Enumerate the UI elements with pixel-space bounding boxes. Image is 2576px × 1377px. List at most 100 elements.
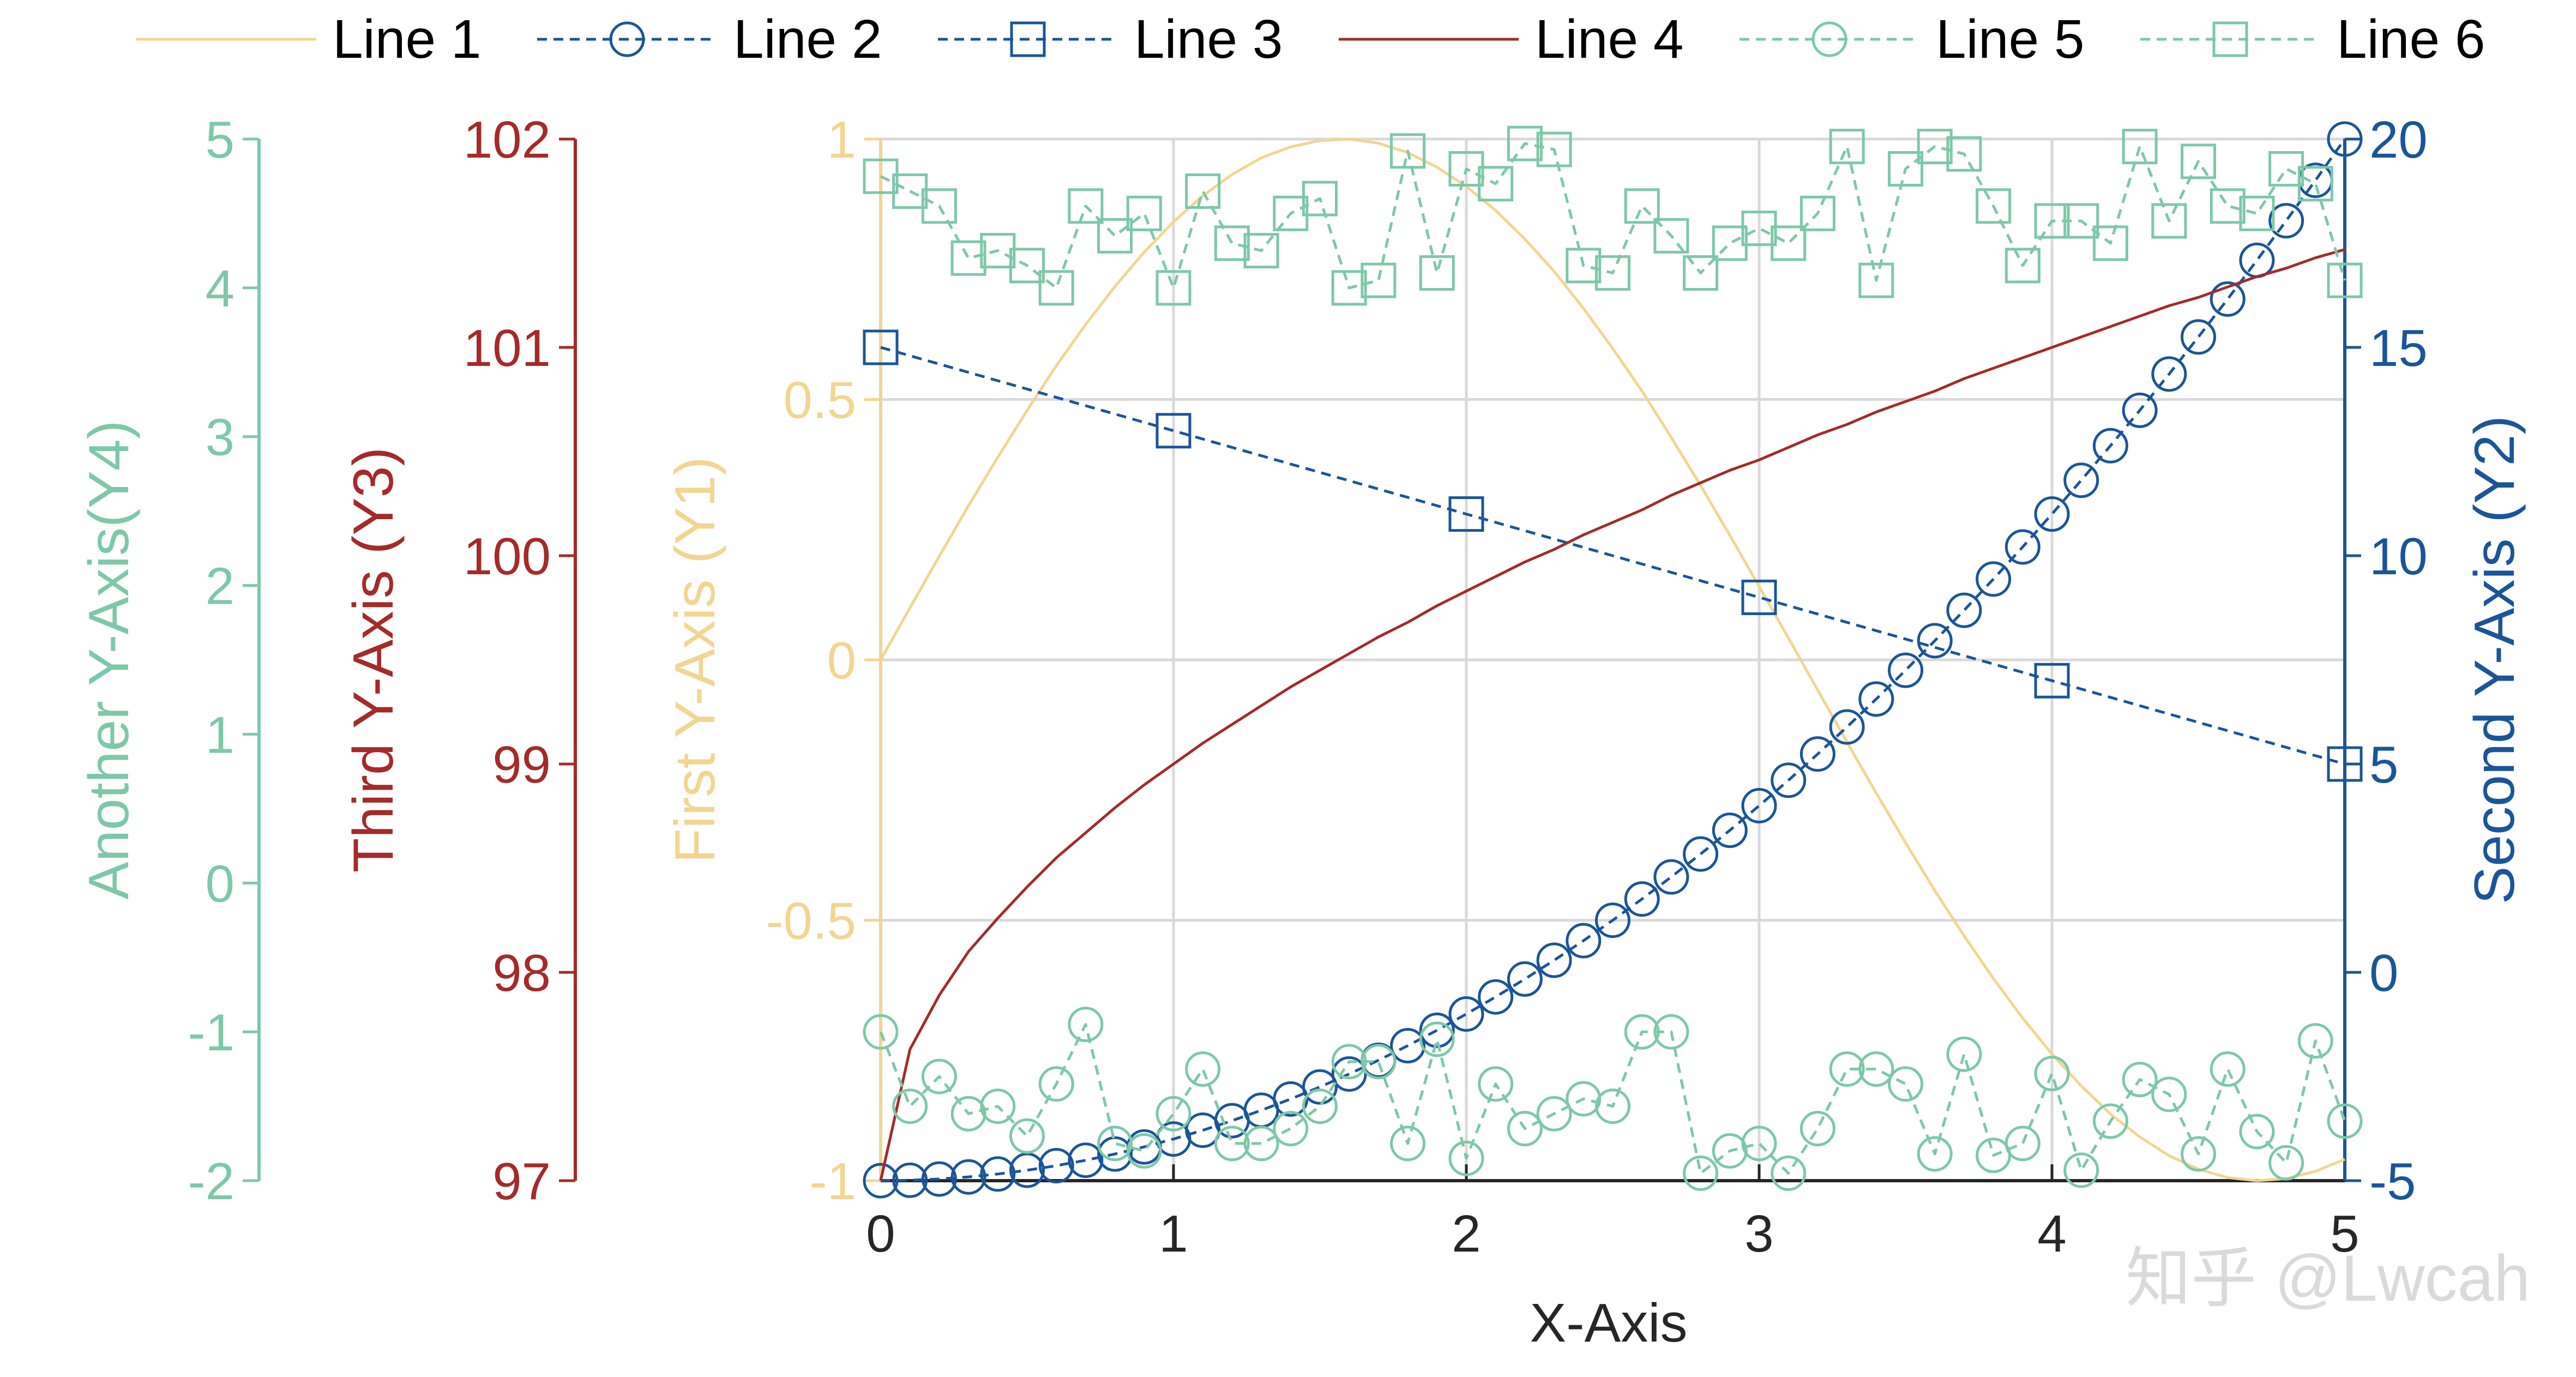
series-point bbox=[950, 1159, 986, 1195]
series-point bbox=[1126, 1133, 1162, 1169]
series-point bbox=[2122, 129, 2158, 165]
series-point bbox=[1155, 270, 1191, 306]
series-point bbox=[1448, 151, 1484, 187]
series-point bbox=[1624, 1014, 1660, 1050]
series-point bbox=[1683, 255, 1719, 291]
series-point bbox=[1507, 125, 1543, 161]
series-point bbox=[1595, 1089, 1630, 1125]
y3-tick-label: 102 bbox=[464, 111, 551, 169]
series-point bbox=[2239, 1114, 2275, 1150]
series-line bbox=[879, 248, 2345, 1181]
series-point bbox=[1566, 923, 1602, 959]
series-point bbox=[863, 1163, 899, 1199]
y2-tick-label: 15 bbox=[2369, 319, 2428, 377]
series-point bbox=[1917, 1136, 1953, 1172]
series-point bbox=[1361, 262, 1397, 298]
legend-entry: Line 3 bbox=[938, 9, 1283, 70]
series-point bbox=[2239, 195, 2275, 231]
series-point bbox=[2151, 203, 2187, 239]
series-point bbox=[1712, 812, 1748, 848]
series-point bbox=[1097, 218, 1133, 254]
legend-entry: Line 1 bbox=[136, 9, 481, 70]
legend-label: Line 2 bbox=[733, 9, 882, 70]
series-point bbox=[1419, 1012, 1455, 1048]
legend-entry: Line 2 bbox=[537, 9, 882, 70]
y4-axis-label: Another Y-Axis(Y4) bbox=[77, 420, 141, 900]
y4-tick-label: 1 bbox=[206, 706, 234, 764]
series-point bbox=[2297, 1023, 2333, 1059]
x-tick-label: 4 bbox=[2037, 1205, 2066, 1263]
series-point bbox=[980, 1089, 1016, 1125]
series-line bbox=[879, 137, 2345, 1182]
series-point bbox=[1068, 1143, 1104, 1178]
series-point bbox=[1624, 881, 1660, 917]
series-point bbox=[1799, 736, 1835, 772]
series-point bbox=[863, 329, 899, 365]
series-point bbox=[1478, 166, 1514, 202]
series-point bbox=[1273, 195, 1309, 231]
series-point bbox=[1068, 1007, 1104, 1042]
series-point bbox=[1448, 1140, 1484, 1176]
series-point bbox=[1331, 1056, 1367, 1092]
series-point bbox=[863, 158, 899, 194]
series-point bbox=[2034, 663, 2070, 699]
series-point bbox=[1799, 195, 1835, 231]
series-point bbox=[2327, 121, 2363, 157]
series-point bbox=[1595, 255, 1630, 291]
y1-tick-label: -0.5 bbox=[766, 892, 856, 951]
series-point bbox=[2297, 163, 2333, 199]
series-point bbox=[1771, 225, 1807, 261]
y2-axis-label: Second Y-Axis (Y2) bbox=[2463, 416, 2526, 904]
series-point bbox=[2239, 242, 2275, 278]
legend-label: Line 4 bbox=[1535, 9, 1683, 70]
series-point bbox=[1683, 836, 1719, 872]
series-point bbox=[2005, 1126, 2041, 1162]
series-point bbox=[1858, 1051, 1894, 1087]
series-point bbox=[1214, 225, 1250, 261]
series-point bbox=[1419, 255, 1455, 291]
series-point bbox=[1976, 188, 2012, 224]
series-point bbox=[2034, 1056, 2070, 1092]
y4-tick-label: 0 bbox=[206, 855, 234, 913]
watermark: 知乎 @Lwcah bbox=[2126, 1242, 2530, 1315]
series-point bbox=[1917, 623, 1953, 659]
series-point bbox=[1946, 592, 1982, 628]
series-point bbox=[1097, 1126, 1133, 1162]
y3-tick-label: 100 bbox=[464, 527, 551, 586]
series-point bbox=[1536, 131, 1572, 167]
series-point bbox=[1653, 1014, 1689, 1050]
series-point bbox=[1390, 1126, 1426, 1162]
y2-tick-label: 10 bbox=[2369, 527, 2428, 586]
x-tick-label: 3 bbox=[1744, 1205, 1773, 1263]
y4-tick-label: 5 bbox=[206, 111, 234, 169]
series-point bbox=[892, 1089, 928, 1125]
series-point bbox=[1155, 413, 1191, 449]
series-point bbox=[980, 233, 1016, 269]
series-point bbox=[1097, 1136, 1133, 1172]
series-point bbox=[1068, 188, 1104, 224]
series-point bbox=[1243, 1126, 1279, 1162]
series-point bbox=[1185, 173, 1221, 209]
series-point bbox=[1683, 1155, 1719, 1191]
series-point bbox=[1624, 188, 1660, 224]
series-point bbox=[1799, 1111, 1835, 1146]
series-layer bbox=[863, 121, 2363, 1199]
series-point bbox=[1653, 218, 1689, 254]
series-point bbox=[2005, 248, 2041, 284]
y2-tick-label: -5 bbox=[2369, 1152, 2416, 1211]
x-tick-label: 0 bbox=[866, 1205, 895, 1263]
series-point bbox=[1946, 136, 1982, 172]
series-point bbox=[2034, 496, 2070, 532]
series-point bbox=[892, 173, 928, 209]
series-line-3 bbox=[863, 329, 2363, 782]
legend-label: Line 5 bbox=[1936, 9, 2084, 70]
legend-entry: Line 4 bbox=[1339, 9, 1683, 70]
y4-tick-label: -2 bbox=[188, 1152, 234, 1211]
y3-tick-label: 98 bbox=[492, 944, 551, 1002]
series-point bbox=[2092, 225, 2128, 261]
series-point bbox=[1390, 133, 1426, 169]
legend-entry: Line 6 bbox=[2140, 9, 2485, 70]
